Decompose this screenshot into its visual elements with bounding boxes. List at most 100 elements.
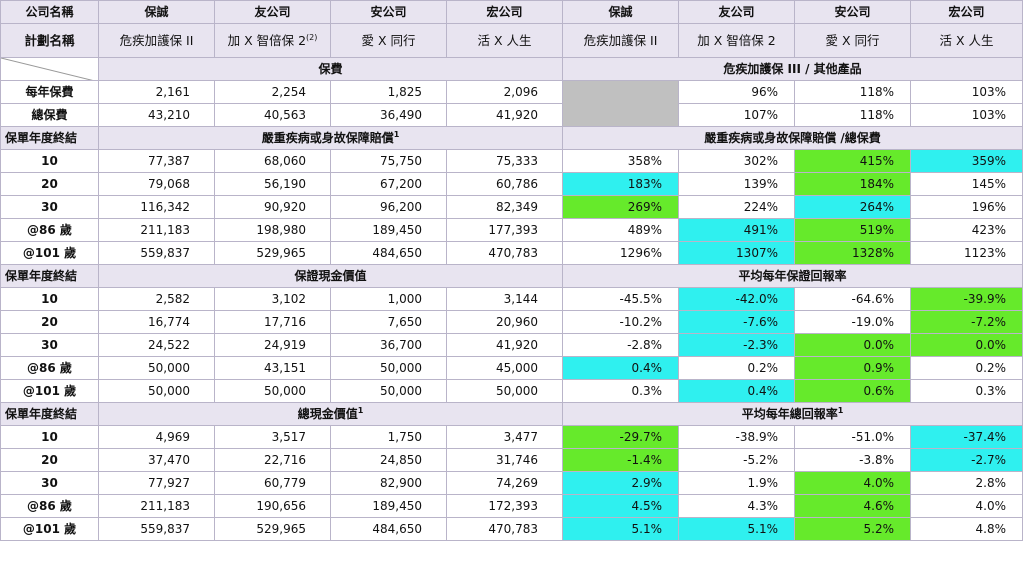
section-title-row: 保單年度終結 保證現金價值 平均每年保證回報率	[0, 264, 1023, 288]
table-row: 20 79,068 56,190 67,200 60,786 183% 139% 184% 14…	[0, 172, 1023, 196]
premium-section-title: 保費	[98, 57, 563, 81]
value-cell: 75,333	[446, 149, 563, 173]
table-row: 30 116,342 90,920 96,200 82,349 269% 224% 264% 1…	[0, 195, 1023, 219]
value-cell: 22,716	[214, 448, 331, 472]
value-cell: 77,927	[98, 471, 215, 495]
premium-row: 總保費 43,210 40,563 36,490 41,920 107% 118…	[0, 103, 1023, 127]
blank-gray-cell	[562, 80, 679, 127]
value-cell: 116,342	[98, 195, 215, 219]
percent-cell: 5.1%	[678, 517, 795, 541]
percent-cell: -5.2%	[678, 448, 795, 472]
value-cell: 211,183	[98, 494, 215, 518]
percent-cell: 183%	[562, 172, 679, 196]
value-cell: 17,716	[214, 310, 331, 334]
row-label: 30	[0, 333, 99, 357]
company-name: 宏公司	[446, 0, 563, 24]
percent-cell: -45.5%	[562, 287, 679, 311]
value-cell: 79,068	[98, 172, 215, 196]
table-row: @101 歲 50,000 50,000 50,000 50,000 0.3% 0.4% 0.…	[0, 379, 1023, 403]
percent-cell: 196%	[910, 195, 1023, 219]
percent-cell: 489%	[562, 218, 679, 242]
section-title-row: 保單年度終結 嚴重疾病或身故保障賠償1 嚴重疾病或身故保障賠償 /總保費	[0, 126, 1023, 150]
percent-cell: -64.6%	[794, 287, 911, 311]
row-group-label: 保單年度終結	[0, 402, 99, 426]
premium-ratio: 118%	[794, 103, 911, 127]
row-label: @86 歲	[0, 494, 99, 518]
section-title-right: 平均每年總回報率1	[562, 402, 1023, 426]
company-name: 友公司	[214, 0, 331, 24]
value-cell: 3,102	[214, 287, 331, 311]
value-cell: 189,450	[330, 218, 447, 242]
value-cell: 16,774	[98, 310, 215, 334]
value-cell: 90,920	[214, 195, 331, 219]
section-title-left: 總現金價值1	[98, 402, 563, 426]
percent-cell: 0.2%	[910, 356, 1023, 380]
section-title-left: 保證現金價值	[98, 264, 563, 288]
percent-cell: 1296%	[562, 241, 679, 265]
value-cell: 50,000	[446, 379, 563, 403]
premium-value: 2,161	[98, 80, 215, 104]
percent-cell: -7.6%	[678, 310, 795, 334]
value-cell: 3,517	[214, 425, 331, 449]
value-cell: 484,650	[330, 241, 447, 265]
plan-name: 愛 X 同行	[330, 23, 447, 58]
value-cell: 82,900	[330, 471, 447, 495]
table-row: 30 24,522 24,919 36,700 41,920 -2.8% -2.3% 0.0%…	[0, 333, 1023, 357]
comparison-table: 公司名稱 保誠 友公司 安公司 宏公司 保誠 友公司 安公司 宏公司 計劃名稱 …	[0, 0, 1023, 541]
percent-cell: 0.9%	[794, 356, 911, 380]
row-label: 20	[0, 172, 99, 196]
value-cell: 211,183	[98, 218, 215, 242]
company-name: 保誠	[98, 0, 215, 24]
percent-cell: -38.9%	[678, 425, 795, 449]
value-cell: 7,650	[330, 310, 447, 334]
value-cell: 67,200	[330, 172, 447, 196]
row-label: 總保費	[0, 103, 99, 127]
percent-cell: 184%	[794, 172, 911, 196]
value-cell: 50,000	[330, 356, 447, 380]
value-cell: 68,060	[214, 149, 331, 173]
plan-name: 加 X 智倍保 2	[678, 23, 795, 58]
section-title-text: 總現金價值	[297, 407, 358, 421]
premium-value: 41,920	[446, 103, 563, 127]
percent-cell: 0.0%	[794, 333, 911, 357]
row-label: 30	[0, 471, 99, 495]
row-label: 20	[0, 448, 99, 472]
table-row: @86 歲 211,183 198,980 189,450 177,393 489% 491…	[0, 218, 1023, 242]
row-label: 30	[0, 195, 99, 219]
section-title-row: 保單年度終結 總現金價值1 平均每年總回報率1	[0, 402, 1023, 426]
percent-cell: 423%	[910, 218, 1023, 242]
company-name: 安公司	[330, 0, 447, 24]
company-name: 安公司	[794, 0, 911, 24]
section-title-right: 平均每年保證回報率	[562, 264, 1023, 288]
section-title-text: 嚴重疾病或身故保障賠償 /總保費	[704, 131, 881, 145]
percent-cell: 1328%	[794, 241, 911, 265]
value-cell: 31,746	[446, 448, 563, 472]
section-title-text: 嚴重疾病或身故保障賠償	[261, 131, 394, 145]
row-label: @101 歲	[0, 517, 99, 541]
percent-cell: 269%	[562, 195, 679, 219]
value-cell: 190,656	[214, 494, 331, 518]
percent-cell: 415%	[794, 149, 911, 173]
percent-cell: 0.4%	[562, 356, 679, 380]
plan-name: 活 X 人生	[910, 23, 1023, 58]
value-cell: 470,783	[446, 517, 563, 541]
table-body: 公司名稱 保誠 友公司 安公司 宏公司 保誠 友公司 安公司 宏公司 計劃名稱 …	[0, 0, 1023, 541]
value-cell: 45,000	[446, 356, 563, 380]
company-label: 公司名稱	[0, 0, 99, 24]
premium-ratio: 107%	[678, 103, 795, 127]
percent-cell: -2.3%	[678, 333, 795, 357]
percent-cell: 2.9%	[562, 471, 679, 495]
premium-value: 43,210	[98, 103, 215, 127]
plan-name-text: 加 X 智倍保 2	[227, 32, 307, 48]
row-label: @86 歲	[0, 218, 99, 242]
footnote-marker: 1	[393, 130, 400, 139]
ratio-section-title: 危疾加護保 III / 其他產品	[562, 57, 1023, 81]
row-group-label: 保單年度終結	[0, 264, 99, 288]
company-name: 友公司	[678, 0, 795, 24]
plan-label: 計劃名稱	[0, 23, 99, 58]
percent-cell: -2.7%	[910, 448, 1023, 472]
percent-cell: 4.0%	[910, 494, 1023, 518]
table-row: 10 4,969 3,517 1,750 3,477 -29.7% -38.9% -51.0%…	[0, 425, 1023, 449]
premium-section-row: 保費 危疾加護保 III / 其他產品	[0, 57, 1023, 81]
value-cell: 82,349	[446, 195, 563, 219]
